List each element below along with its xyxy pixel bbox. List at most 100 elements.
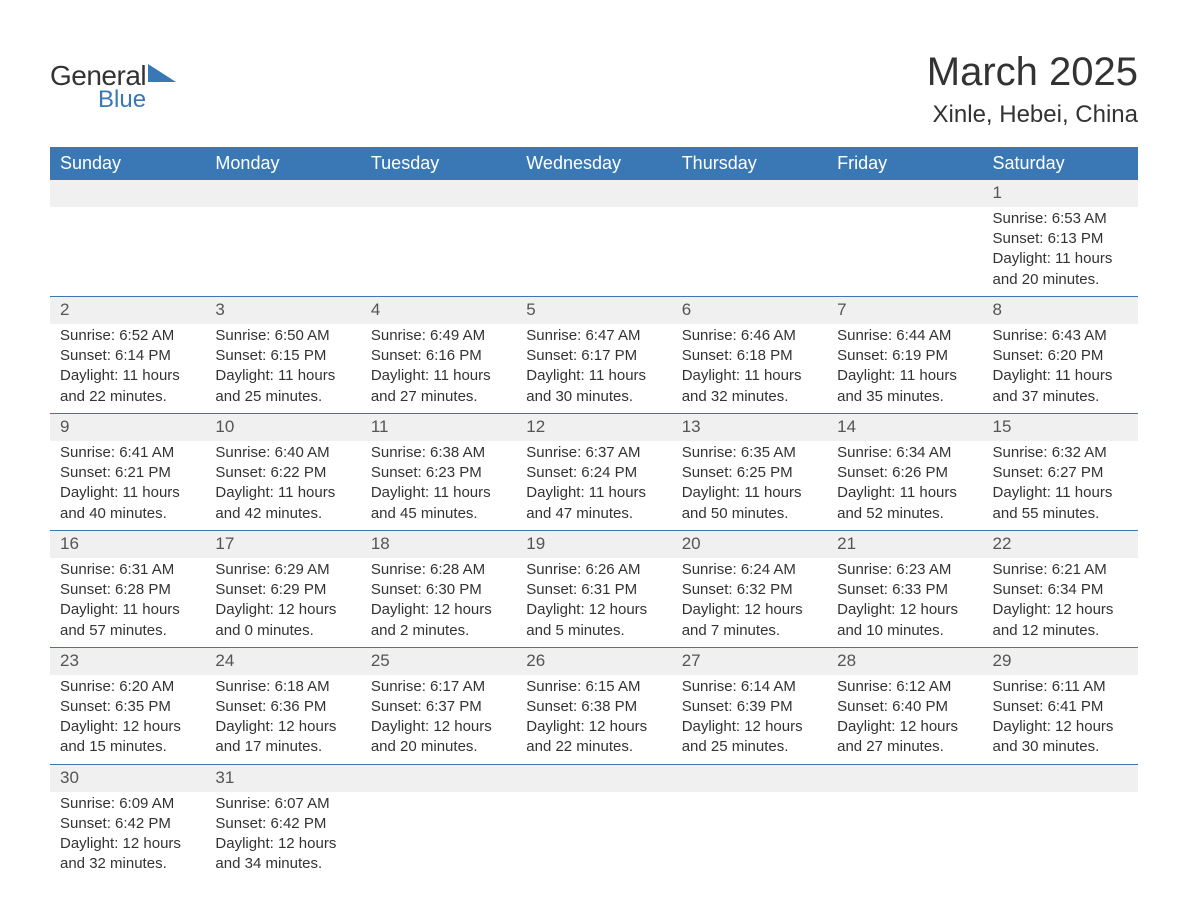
sunset-line: Sunset: 6:41 PM (993, 697, 1128, 717)
sunrise-line: Sunrise: 6:53 AM (993, 209, 1128, 229)
day-number (672, 180, 827, 207)
day-number: 26 (516, 647, 671, 674)
sunrise-line: Sunrise: 6:38 AM (371, 443, 506, 463)
daylight-line: Daylight: 11 hours and 35 minutes. (837, 366, 972, 407)
day-cell: Sunrise: 6:31 AMSunset: 6:28 PMDaylight:… (50, 558, 205, 648)
day-number (516, 180, 671, 207)
day-number: 27 (672, 647, 827, 674)
sunrise-line: Sunrise: 6:50 AM (215, 326, 350, 346)
sunset-line: Sunset: 6:15 PM (215, 346, 350, 366)
day-number: 11 (361, 413, 516, 440)
sunrise-line: Sunrise: 6:20 AM (60, 677, 195, 697)
sunset-line: Sunset: 6:13 PM (993, 229, 1128, 249)
sunrise-line: Sunrise: 6:46 AM (682, 326, 817, 346)
sunrise-line: Sunrise: 6:29 AM (215, 560, 350, 580)
sunrise-line: Sunrise: 6:12 AM (837, 677, 972, 697)
day-number: 7 (827, 296, 982, 323)
weekday-header: Friday (827, 147, 982, 180)
sunset-line: Sunset: 6:36 PM (215, 697, 350, 717)
sunrise-line: Sunrise: 6:40 AM (215, 443, 350, 463)
sunrise-line: Sunrise: 6:35 AM (682, 443, 817, 463)
sunset-line: Sunset: 6:32 PM (682, 580, 817, 600)
header: General Blue March 2025 Xinle, Hebei, Ch… (50, 30, 1138, 129)
day-cell (516, 792, 671, 881)
day-cell (361, 792, 516, 881)
day-cell: Sunrise: 6:34 AMSunset: 6:26 PMDaylight:… (827, 441, 982, 531)
day-cell (361, 207, 516, 297)
sunset-line: Sunset: 6:25 PM (682, 463, 817, 483)
sunset-line: Sunset: 6:14 PM (60, 346, 195, 366)
sunrise-line: Sunrise: 6:07 AM (215, 794, 350, 814)
daylight-line: Daylight: 11 hours and 25 minutes. (215, 366, 350, 407)
daylight-line: Daylight: 12 hours and 7 minutes. (682, 600, 817, 641)
day-cell: Sunrise: 6:11 AMSunset: 6:41 PMDaylight:… (983, 675, 1138, 765)
sunrise-line: Sunrise: 6:17 AM (371, 677, 506, 697)
logo-triangle-icon (148, 60, 176, 87)
day-number: 16 (50, 530, 205, 557)
day-number: 30 (50, 764, 205, 791)
day-number (361, 180, 516, 207)
sunrise-line: Sunrise: 6:43 AM (993, 326, 1128, 346)
sunset-line: Sunset: 6:42 PM (60, 814, 195, 834)
day-cell: Sunrise: 6:40 AMSunset: 6:22 PMDaylight:… (205, 441, 360, 531)
day-number: 31 (205, 764, 360, 791)
day-number: 17 (205, 530, 360, 557)
day-cell: Sunrise: 6:07 AMSunset: 6:42 PMDaylight:… (205, 792, 360, 881)
weekday-header: Sunday (50, 147, 205, 180)
sunset-line: Sunset: 6:21 PM (60, 463, 195, 483)
day-cell: Sunrise: 6:12 AMSunset: 6:40 PMDaylight:… (827, 675, 982, 765)
sunset-line: Sunset: 6:38 PM (526, 697, 661, 717)
sunrise-line: Sunrise: 6:11 AM (993, 677, 1128, 697)
day-cell: Sunrise: 6:37 AMSunset: 6:24 PMDaylight:… (516, 441, 671, 531)
daylight-line: Daylight: 12 hours and 15 minutes. (60, 717, 195, 758)
day-cell: Sunrise: 6:41 AMSunset: 6:21 PMDaylight:… (50, 441, 205, 531)
day-cell: Sunrise: 6:38 AMSunset: 6:23 PMDaylight:… (361, 441, 516, 531)
weekday-header: Thursday (672, 147, 827, 180)
day-number-row: 16171819202122 (50, 530, 1138, 557)
daylight-line: Daylight: 11 hours and 45 minutes. (371, 483, 506, 524)
day-number: 1 (983, 180, 1138, 207)
sunset-line: Sunset: 6:22 PM (215, 463, 350, 483)
sunset-line: Sunset: 6:28 PM (60, 580, 195, 600)
day-cell: Sunrise: 6:47 AMSunset: 6:17 PMDaylight:… (516, 324, 671, 414)
sunset-line: Sunset: 6:23 PM (371, 463, 506, 483)
day-cell: Sunrise: 6:28 AMSunset: 6:30 PMDaylight:… (361, 558, 516, 648)
sunset-line: Sunset: 6:39 PM (682, 697, 817, 717)
day-cell (983, 792, 1138, 881)
sunset-line: Sunset: 6:19 PM (837, 346, 972, 366)
daylight-line: Daylight: 12 hours and 12 minutes. (993, 600, 1128, 641)
day-number: 8 (983, 296, 1138, 323)
daylight-line: Daylight: 12 hours and 34 minutes. (215, 834, 350, 875)
day-info-row: Sunrise: 6:41 AMSunset: 6:21 PMDaylight:… (50, 441, 1138, 531)
daylight-line: Daylight: 12 hours and 30 minutes. (993, 717, 1128, 758)
day-number (983, 764, 1138, 791)
day-cell: Sunrise: 6:15 AMSunset: 6:38 PMDaylight:… (516, 675, 671, 765)
day-number-row: 2345678 (50, 296, 1138, 323)
daylight-line: Daylight: 12 hours and 22 minutes. (526, 717, 661, 758)
sunrise-line: Sunrise: 6:14 AM (682, 677, 817, 697)
day-info-row: Sunrise: 6:53 AMSunset: 6:13 PMDaylight:… (50, 207, 1138, 297)
title-block: March 2025 Xinle, Hebei, China (927, 30, 1138, 129)
sunrise-line: Sunrise: 6:31 AM (60, 560, 195, 580)
day-cell: Sunrise: 6:09 AMSunset: 6:42 PMDaylight:… (50, 792, 205, 881)
logo: General Blue (50, 60, 176, 114)
day-number (827, 764, 982, 791)
day-number (516, 764, 671, 791)
sunset-line: Sunset: 6:42 PM (215, 814, 350, 834)
day-number (827, 180, 982, 207)
daylight-line: Daylight: 11 hours and 57 minutes. (60, 600, 195, 641)
day-number: 19 (516, 530, 671, 557)
day-info-row: Sunrise: 6:20 AMSunset: 6:35 PMDaylight:… (50, 675, 1138, 765)
weekday-header: Monday (205, 147, 360, 180)
day-cell (205, 207, 360, 297)
sunset-line: Sunset: 6:40 PM (837, 697, 972, 717)
sunset-line: Sunset: 6:18 PM (682, 346, 817, 366)
sunrise-line: Sunrise: 6:32 AM (993, 443, 1128, 463)
page-title: March 2025 (927, 50, 1138, 95)
calendar-table: Sunday Monday Tuesday Wednesday Thursday… (50, 147, 1138, 881)
day-number: 9 (50, 413, 205, 440)
day-number: 6 (672, 296, 827, 323)
sunset-line: Sunset: 6:26 PM (837, 463, 972, 483)
daylight-line: Daylight: 12 hours and 27 minutes. (837, 717, 972, 758)
day-cell (827, 792, 982, 881)
